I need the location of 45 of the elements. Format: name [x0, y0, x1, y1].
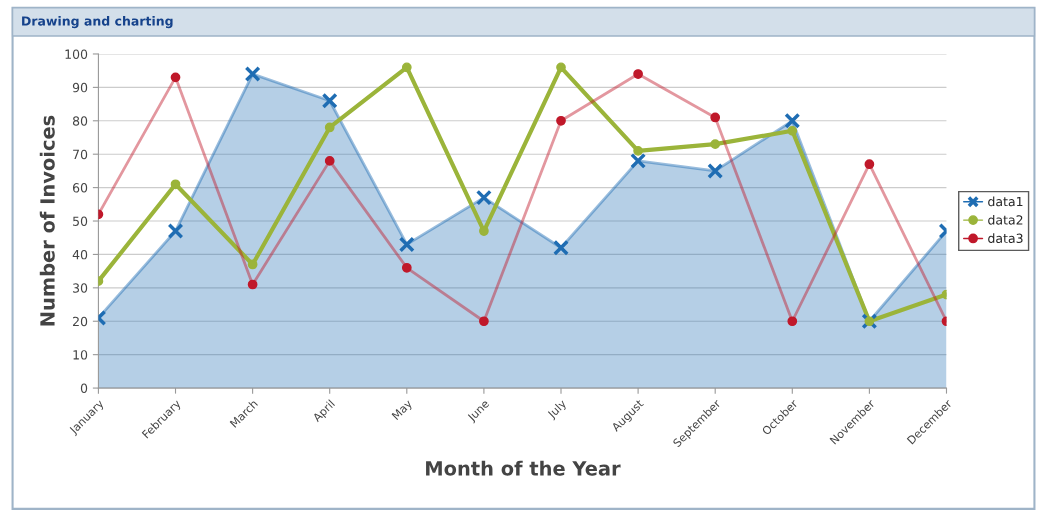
point	[787, 125, 798, 136]
legend-label: data2	[988, 214, 1023, 225]
y-tick-label: 100	[65, 49, 88, 59]
point	[707, 162, 724, 179]
point	[630, 152, 647, 169]
y-tick-label: 60	[72, 183, 88, 193]
point	[244, 66, 261, 83]
point	[170, 179, 181, 190]
point	[633, 145, 643, 156]
y-tick-label: 40	[72, 249, 88, 260]
legend-label: data3	[988, 233, 1023, 243]
point	[556, 115, 566, 126]
point	[479, 226, 489, 236]
point	[784, 112, 801, 129]
y-axis-title: Number of Invoices	[39, 115, 55, 326]
y-tick-label: 70	[73, 149, 88, 160]
point	[475, 189, 492, 206]
point	[710, 112, 721, 123]
chart-title: Drawing and charting	[22, 16, 173, 29]
point	[556, 62, 566, 73]
y-tick-label: 90	[72, 82, 88, 93]
point	[787, 316, 798, 327]
point	[864, 159, 875, 170]
point	[170, 72, 181, 83]
y-tick-label: 50	[73, 216, 88, 226]
y-tick-label: 80	[72, 116, 88, 126]
point	[553, 239, 569, 256]
point	[324, 156, 335, 166]
y-tick-label: 0	[80, 383, 88, 393]
point	[324, 122, 335, 133]
y-tick-label: 20	[73, 316, 88, 327]
point	[633, 69, 643, 79]
point	[710, 139, 721, 150]
point	[401, 262, 412, 273]
point	[401, 62, 412, 73]
legend-label: data1	[988, 196, 1023, 207]
x-axis-title: Month of the Year	[426, 460, 621, 476]
y-tick-label: 10	[73, 350, 88, 360]
point	[398, 236, 415, 253]
point	[321, 92, 338, 109]
point	[167, 223, 184, 240]
point	[247, 259, 258, 270]
point	[479, 316, 489, 327]
point	[247, 279, 258, 290]
y-tick-label: 30	[73, 283, 88, 293]
